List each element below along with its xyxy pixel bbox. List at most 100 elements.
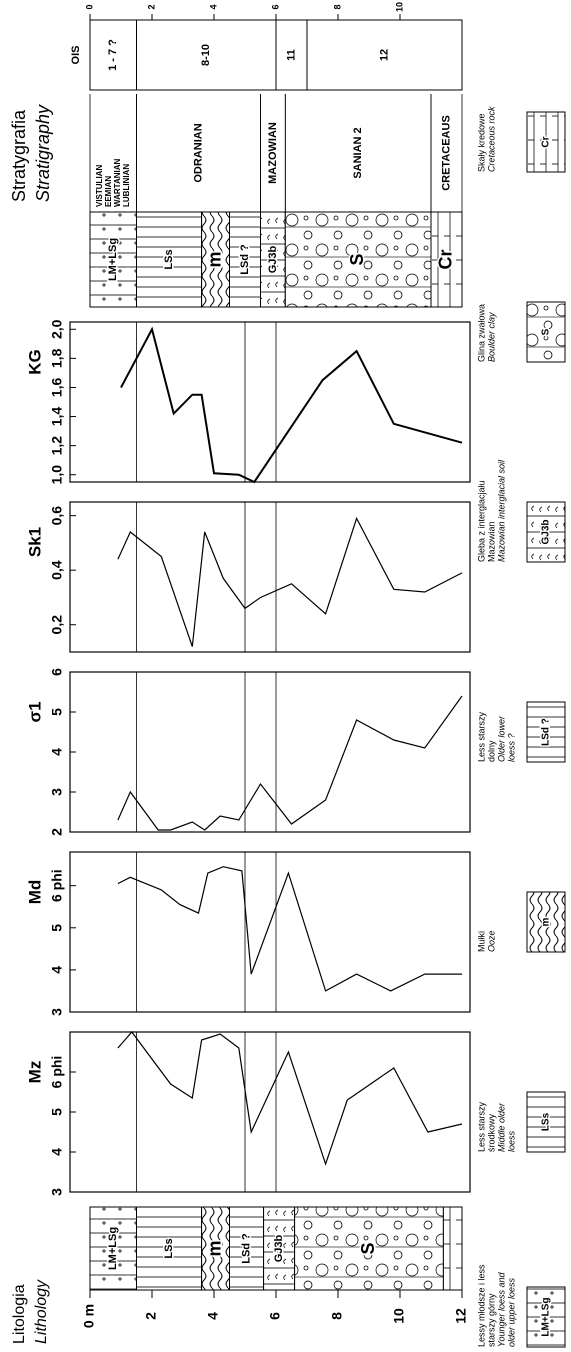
layer-label: LM+LSg <box>107 1227 119 1270</box>
y-tick-label: 4 <box>49 966 65 974</box>
legend-text: Mazowian <box>486 521 496 562</box>
ois-tick-label: 2 <box>146 4 156 9</box>
legend-text-en: Boulder clay <box>486 312 496 362</box>
data-line <box>118 696 462 830</box>
depth-tick-label: 0 m <box>81 1304 97 1328</box>
page: { "lithology": { "title": "Litologia", "… <box>0 0 571 1352</box>
stratigraphy-title: Stratygrafia <box>9 109 29 202</box>
legend-text: Less starszy <box>476 711 486 762</box>
chart-title: Mz <box>25 1061 44 1084</box>
y-tick-label: 5 <box>49 1108 65 1116</box>
ois-tick-label: 6 <box>270 4 280 9</box>
legend-symbol-label: m <box>541 917 552 926</box>
chart-title: KG <box>25 349 44 375</box>
rotated-figure: Litologia Lithology Stratygrafia Stratig… <box>9 2 565 1347</box>
depth-tick-label: 8 <box>329 1312 345 1320</box>
y-tick-label: 3 <box>49 788 65 796</box>
y-tick-label: 1,0 <box>49 465 65 485</box>
legend-text-en: loess ? <box>506 733 516 762</box>
y-tick-label: 0,6 <box>49 506 65 526</box>
layer-label: m <box>204 1240 224 1256</box>
depth-tick-label: 12 <box>453 1308 469 1324</box>
layer-label: Cr <box>435 249 455 269</box>
y-tick-label: 6 phi <box>49 869 65 902</box>
legend-symbol-label: LSd ? <box>541 718 552 746</box>
unit-name: WARTANIAN <box>113 158 122 207</box>
legend-text: środkowy <box>486 1113 496 1152</box>
legend-text-en: Older lower <box>496 715 506 762</box>
stratigraphy-title-en: Stratigraphy <box>33 104 53 202</box>
legend-text: Gleba z interglacjału <box>476 480 486 562</box>
legend-text: Lessy młodsze i less <box>476 1264 486 1347</box>
legend-text: dolny <box>486 740 496 762</box>
unit-name: VISTULIAN <box>95 165 104 207</box>
layer-label: LSd ? <box>240 1233 252 1264</box>
layer-label: S <box>358 1242 378 1254</box>
layer-label: LSd ? <box>239 244 251 275</box>
y-tick-label: 2,0 <box>49 319 65 339</box>
legend-symbol-label: LM+LSg <box>541 1297 552 1336</box>
depth-tick-label: 2 <box>143 1312 159 1320</box>
legend-text: Skały kredowe <box>476 113 486 172</box>
legend-text: Glina zwałowa <box>476 304 486 362</box>
legend-text: Less starszy <box>476 1101 486 1152</box>
legend-symbol-label: Cr <box>541 136 552 147</box>
lithology-title-en: Lithology <box>33 1279 50 1344</box>
legend-symbol-label: LSs <box>541 1112 552 1131</box>
legend-text-en: Cretaceous rock <box>486 106 496 172</box>
y-tick-label: 0,4 <box>49 560 65 580</box>
y-tick-label: 1,2 <box>49 436 65 456</box>
y-tick-label: 4 <box>49 1148 65 1156</box>
layer-label: LSs <box>163 249 175 269</box>
ois-tick-label: 4 <box>208 4 218 9</box>
layer <box>443 1207 462 1290</box>
ois-label: 11 <box>285 49 297 61</box>
unit-name: SANIAN 2 <box>352 127 364 178</box>
legend-text-en: Mazowian interglacial soil <box>496 459 506 562</box>
unit-name: EEMIAN <box>104 176 113 207</box>
chart-title: Sk1 <box>25 527 44 557</box>
data-line <box>121 329 462 482</box>
legend-text-en: Ooze <box>486 930 496 952</box>
unit-name: ODRANIAN <box>192 123 204 182</box>
data-line <box>118 867 462 991</box>
ois-label: 8-10 <box>200 44 212 66</box>
layer-label: LSs <box>163 1238 175 1258</box>
ois-label: 1 - 7 ? <box>107 39 119 71</box>
chart-title: σ1 <box>25 701 44 722</box>
data-line <box>118 518 462 646</box>
lithology-title: Litologia <box>11 1284 28 1344</box>
unit-name: CRETACEAUS <box>440 115 452 191</box>
y-tick-label: 5 <box>49 924 65 932</box>
legend-symbol-label: S <box>541 328 552 335</box>
chart-frame <box>70 672 470 832</box>
layer-label: GJ3b <box>273 1234 285 1262</box>
y-tick-label: 3 <box>49 1008 65 1016</box>
layer-label: GJ3b <box>267 245 279 273</box>
chart-frame <box>70 502 470 652</box>
legend-text-en: older upper loess <box>506 1277 516 1347</box>
chart-frame <box>70 852 470 1012</box>
ois-title: OIS <box>70 46 82 65</box>
unit-name: MAZOWIAN <box>267 122 279 184</box>
y-tick-label: 6 phi <box>49 1056 65 1089</box>
y-tick-label: 4 <box>49 748 65 756</box>
legend-text-en: Middle older <box>496 1102 506 1152</box>
unit-name: LUBLINIAN <box>122 164 131 207</box>
layer-label: m <box>204 251 224 267</box>
ois-tick-label: 10 <box>394 2 404 12</box>
y-tick-label: 2 <box>49 828 65 836</box>
depth-tick-label: 6 <box>267 1312 283 1320</box>
layer-label: S <box>347 253 367 265</box>
data-line <box>118 1032 462 1164</box>
legend-symbol-label: GJ3b <box>541 519 552 544</box>
legend-text: Mułki <box>476 931 486 952</box>
chart-frame <box>70 1032 470 1192</box>
ois-tick-label: 0 <box>84 4 94 9</box>
figure: Litologia Lithology Stratygrafia Stratig… <box>0 0 571 1352</box>
depth-tick-label: 4 <box>205 1312 221 1320</box>
y-tick-label: 1,6 <box>49 378 65 398</box>
legend-text: starszy górny <box>486 1293 496 1347</box>
ois-label: 12 <box>378 49 390 61</box>
y-tick-label: 1,4 <box>49 407 65 427</box>
